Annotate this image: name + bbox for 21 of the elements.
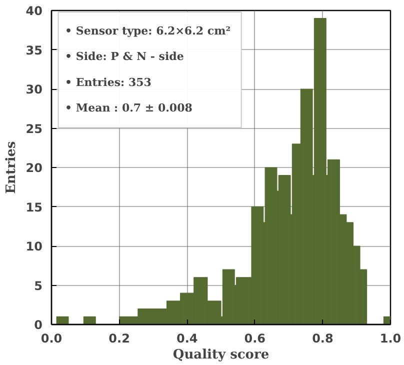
y-tick-label: 35 [26,43,43,58]
annotation: • Sensor type: 6.2×6.2 cm² [65,24,231,38]
y-tick-label: 25 [26,122,43,136]
y-tick-label: 30 [26,82,43,96]
y-tick-label: 15 [26,200,43,214]
x-tick-label: 0.8 [312,332,334,346]
y-tick-label: 40 [26,4,43,18]
x-tick-label: 0.6 [244,332,266,346]
y-axis-title: Entries [4,141,19,194]
annotation: • Mean : 0.7 ± 0.008 [65,102,193,115]
y-tick-label: 20 [26,161,43,175]
x-tick-label: 1.0 [380,332,402,346]
y-tick-label: 0 [34,318,43,332]
x-tick-label: 0.0 [40,332,62,346]
x-tick-label: 0.2 [108,332,130,346]
y-tick-label: 5 [34,278,43,293]
annotation: • Side: P & N - side [65,50,184,64]
x-tick-label: 0.4 [176,332,198,346]
x-axis-title: Quality score [172,348,270,362]
annotation: • Entries: 353 [65,76,152,89]
y-tick-label: 10 [26,240,43,254]
